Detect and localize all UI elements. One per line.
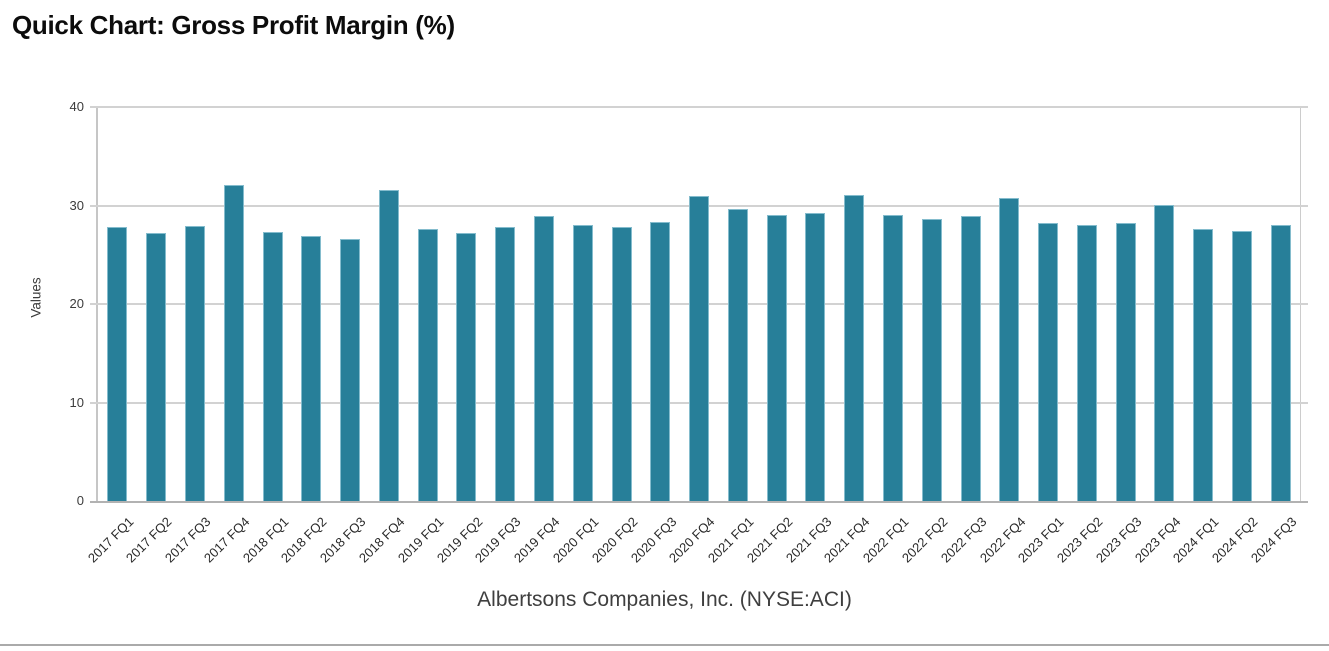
bar-slot <box>641 107 680 501</box>
bar-2017-FQ2 <box>146 233 167 501</box>
bar-2020-FQ3 <box>650 222 671 501</box>
bar-slot <box>1068 107 1107 501</box>
chart-caption: Albertsons Companies, Inc. (NYSE:ACI) <box>477 588 852 611</box>
bar-2022-FQ3 <box>960 216 981 501</box>
bar-slot <box>719 107 758 501</box>
bar-2019-FQ2 <box>456 233 477 501</box>
bar-2023-FQ3 <box>1115 223 1136 501</box>
bar-slot <box>1029 107 1068 501</box>
plot-area <box>90 106 1308 503</box>
bar-slot <box>835 107 874 501</box>
bar-2018-FQ2 <box>301 236 322 501</box>
bar-2021-FQ1 <box>727 209 748 501</box>
y-tick-label-0: 0 <box>76 493 84 508</box>
bar-slot <box>951 107 990 501</box>
bar-slot <box>602 107 641 501</box>
bar-2020-FQ4 <box>689 195 710 501</box>
bar-2021-FQ3 <box>805 213 826 501</box>
bar-slot <box>137 107 176 501</box>
bar-slot <box>912 107 951 501</box>
bottom-divider <box>0 644 1329 646</box>
bar-slot <box>1145 107 1184 501</box>
bar-2017-FQ3 <box>184 226 205 501</box>
bar-slot <box>680 107 719 501</box>
bar-2021-FQ2 <box>766 215 787 501</box>
bar-2018-FQ1 <box>262 232 283 501</box>
bar-slot <box>1261 107 1300 501</box>
bar-2022-FQ1 <box>883 215 904 501</box>
bar-2017-FQ1 <box>107 227 128 501</box>
y-tick-label-40: 40 <box>69 99 84 114</box>
bar-2024-FQ3 <box>1270 225 1291 501</box>
bar-series <box>98 107 1300 501</box>
bar-slot <box>486 107 525 501</box>
bar-2022-FQ2 <box>921 219 942 501</box>
y-tick-label-10: 10 <box>69 394 84 410</box>
bar-2020-FQ2 <box>611 227 632 501</box>
bar-slot <box>214 107 253 501</box>
bar-2023-FQ4 <box>1154 204 1175 501</box>
bar-slot <box>757 107 796 501</box>
bar-slot <box>253 107 292 501</box>
bar-slot <box>990 107 1029 501</box>
bar-2018-FQ3 <box>340 239 361 501</box>
gridline-y-40 <box>90 106 1308 108</box>
bar-slot <box>525 107 564 501</box>
bar-slot <box>331 107 370 501</box>
bar-slot <box>874 107 913 501</box>
bar-2020-FQ1 <box>572 225 593 501</box>
x-axis-line <box>90 501 1308 503</box>
bar-2021-FQ4 <box>844 194 865 501</box>
bar-slot <box>447 107 486 501</box>
y-tick-label-20: 20 <box>69 296 84 311</box>
bar-2019-FQ1 <box>417 229 438 501</box>
bar-2019-FQ3 <box>495 227 516 501</box>
bar-slot <box>563 107 602 501</box>
bar-2018-FQ4 <box>378 189 399 501</box>
y-tick-label-30: 30 <box>69 197 84 213</box>
bar-slot <box>98 107 137 501</box>
bar-2024-FQ2 <box>1232 231 1253 501</box>
bar-slot <box>292 107 331 501</box>
bar-2022-FQ4 <box>999 197 1020 501</box>
bar-2024-FQ1 <box>1193 229 1214 501</box>
bar-2023-FQ1 <box>1038 223 1059 501</box>
bar-2023-FQ2 <box>1076 225 1097 501</box>
bar-slot <box>1223 107 1262 501</box>
bar-slot <box>176 107 215 501</box>
bar-slot <box>1106 107 1145 501</box>
bar-slot <box>408 107 447 501</box>
bar-2017-FQ4 <box>223 184 244 501</box>
bar-2019-FQ4 <box>533 216 554 501</box>
bar-slot <box>369 107 408 501</box>
bar-slot <box>1184 107 1223 501</box>
bar-slot <box>796 107 835 501</box>
chart-title: Quick Chart: Gross Profit Margin (%) <box>12 10 455 40</box>
